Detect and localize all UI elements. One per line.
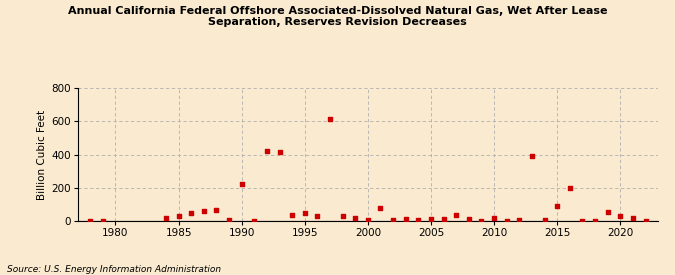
Point xyxy=(236,182,247,186)
Point xyxy=(350,216,360,220)
Point xyxy=(173,214,184,219)
Point xyxy=(338,213,348,218)
Point xyxy=(261,149,272,153)
Point xyxy=(312,213,323,218)
Text: Annual California Federal Offshore Associated-Dissolved Natural Gas, Wet After L: Annual California Federal Offshore Assoc… xyxy=(68,6,608,27)
Point xyxy=(249,218,260,223)
Point xyxy=(502,218,512,223)
Point xyxy=(640,219,651,223)
Point xyxy=(375,206,386,210)
Point xyxy=(526,153,537,158)
Point xyxy=(590,218,601,223)
Point xyxy=(514,218,524,222)
Point xyxy=(362,218,373,222)
Point xyxy=(325,117,335,121)
Text: Source: U.S. Energy Information Administration: Source: U.S. Energy Information Administ… xyxy=(7,265,221,274)
Point xyxy=(300,211,310,215)
Point xyxy=(198,208,209,213)
Point xyxy=(387,218,398,222)
Point xyxy=(274,150,285,154)
Point xyxy=(628,216,639,220)
Point xyxy=(476,218,487,223)
Point xyxy=(489,216,500,220)
Point xyxy=(539,218,550,222)
Point xyxy=(551,203,562,208)
Point xyxy=(615,214,626,219)
Point xyxy=(438,217,449,221)
Point xyxy=(161,216,171,220)
Point xyxy=(413,218,424,222)
Point xyxy=(186,211,196,215)
Point xyxy=(85,219,96,223)
Point xyxy=(464,217,475,221)
Point xyxy=(577,218,588,223)
Point xyxy=(425,217,436,221)
Point xyxy=(97,219,108,223)
Point xyxy=(602,210,613,214)
Point xyxy=(287,213,298,217)
Point xyxy=(223,218,234,222)
Y-axis label: Billion Cubic Feet: Billion Cubic Feet xyxy=(37,110,47,200)
Point xyxy=(400,217,411,221)
Point xyxy=(451,213,462,217)
Point xyxy=(211,208,222,212)
Point xyxy=(564,186,575,190)
